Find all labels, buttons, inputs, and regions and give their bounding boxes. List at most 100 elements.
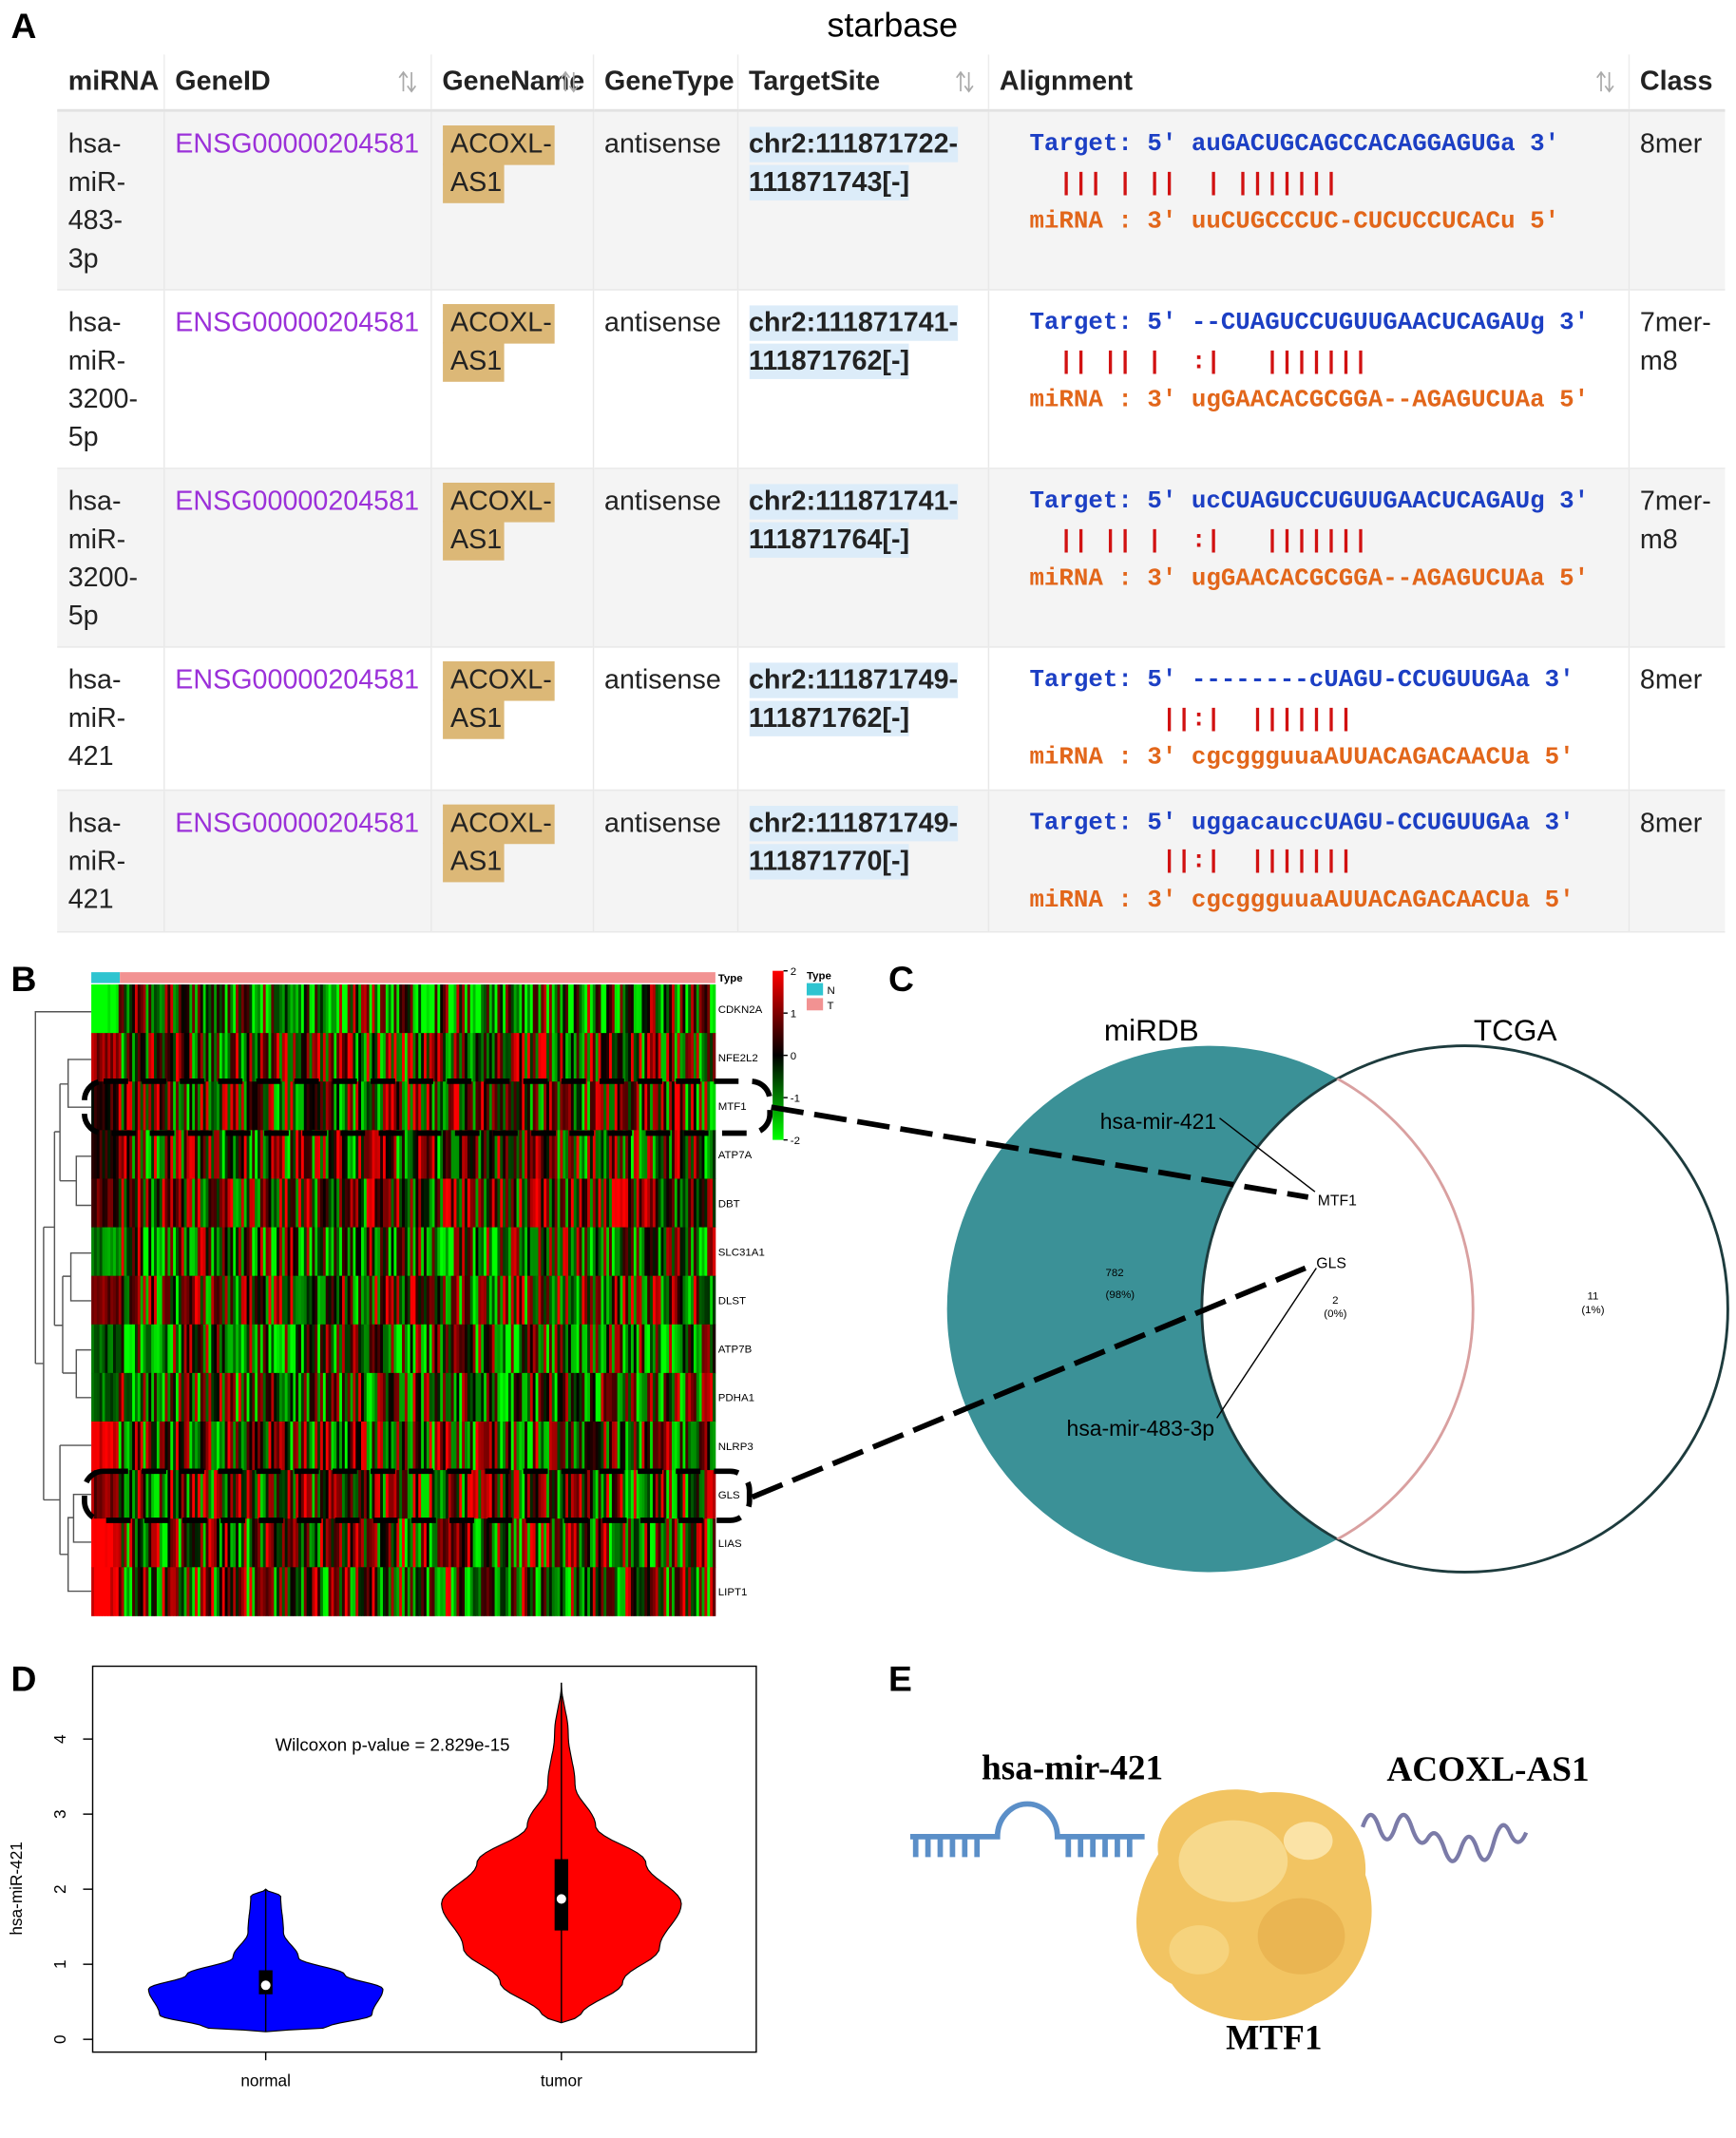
heatmap-cell	[309, 1372, 313, 1422]
heatmap-cell	[385, 984, 390, 1034]
heatmap-cell	[674, 1324, 678, 1374]
heatmap-cell	[393, 1421, 397, 1471]
heatmap-cell	[431, 1130, 435, 1179]
heatmap-cell	[322, 984, 327, 1034]
heatmap-cell	[655, 1033, 659, 1082]
heatmap-cell	[440, 1275, 444, 1326]
heatmap-cell	[503, 1567, 506, 1616]
heatmap-cell	[481, 1178, 485, 1228]
heatmap-cell	[134, 1178, 139, 1228]
heatmap-cell	[183, 1033, 187, 1082]
heatmap-cell	[445, 1372, 449, 1422]
heatmap-cell	[592, 1470, 597, 1519]
heatmap-cell	[230, 1178, 234, 1228]
heatmap-cell	[300, 1518, 305, 1568]
heatmap-cell	[227, 1130, 231, 1179]
heatmap-cell	[620, 1372, 623, 1422]
heatmap-cell	[453, 1130, 457, 1179]
heatmap-cell	[309, 1275, 313, 1326]
heatmap-cell	[462, 1567, 466, 1616]
heatmap-cell	[484, 1470, 487, 1519]
heatmap-cell	[219, 1518, 223, 1568]
heatmap-cell	[236, 1081, 239, 1131]
heatmap-cell	[429, 1275, 433, 1326]
heatmap-cell	[448, 1518, 452, 1568]
heatmap-cell	[682, 1033, 686, 1082]
heatmap-cell	[404, 1518, 409, 1568]
heatmap-cell	[701, 1324, 705, 1374]
heatmap-cell	[484, 1421, 487, 1471]
heatmap-cell	[688, 1518, 692, 1568]
heatmap-cell	[551, 1227, 556, 1277]
heatmap-cell	[614, 1421, 619, 1471]
heatmap-cell	[535, 1227, 539, 1277]
heatmap-cell	[107, 1421, 111, 1471]
heatmap-cell	[488, 1033, 493, 1082]
heatmap-cell	[611, 1421, 616, 1471]
heatmap-cell	[240, 1033, 245, 1082]
heatmap-cell	[143, 1227, 146, 1277]
heatmap-cell	[126, 1130, 130, 1179]
heatmap-cell	[151, 1518, 155, 1568]
heatmap-cell	[262, 1470, 267, 1519]
heatmap-cell	[113, 1033, 117, 1082]
heatmap-cell	[497, 1227, 501, 1277]
heatmap-cell	[366, 984, 371, 1034]
heatmap-cell	[448, 1470, 452, 1519]
heatmap-cell	[91, 1324, 95, 1374]
heatmap-cell	[227, 1227, 231, 1277]
heatmap-cell	[636, 1567, 640, 1616]
heatmap-cell	[532, 1470, 537, 1519]
heatmap-cell	[361, 984, 365, 1034]
heatmap-cell	[265, 984, 269, 1034]
heatmap-cell	[407, 1033, 411, 1082]
heatmap-cell	[211, 1178, 215, 1228]
heatmap-cell	[402, 1421, 406, 1471]
heatmap-cell	[698, 1178, 702, 1228]
heatmap-cell	[391, 1178, 394, 1228]
heatmap-cell	[410, 1275, 413, 1326]
heatmap-cell	[252, 1227, 256, 1277]
target-site: chr2:111871749-111871762[-]	[749, 662, 959, 736]
heatmap-cell	[707, 1470, 711, 1519]
heatmap-cell	[145, 1275, 149, 1326]
heatmap-cell	[137, 1421, 142, 1471]
heatmap-cell	[513, 1567, 517, 1616]
heatmap-cell	[644, 1567, 648, 1616]
heatmap-cell	[118, 984, 123, 1034]
heatmap-cell	[380, 1081, 384, 1131]
heatmap-cell	[236, 1033, 239, 1082]
heatmap-cell	[170, 1227, 174, 1277]
heatmap-cell	[189, 1518, 193, 1568]
heatmap-cell	[481, 1518, 485, 1568]
heatmap-cell	[710, 1470, 714, 1519]
heatmap-cell	[300, 1275, 305, 1326]
heatmap-cell	[298, 1421, 302, 1471]
heatmap-cell	[255, 1081, 258, 1131]
heatmap-cell	[341, 1518, 346, 1568]
heatmap-cell	[200, 1081, 204, 1131]
heatmap-cell	[636, 1227, 640, 1277]
heatmap-cell	[685, 1275, 689, 1326]
heatmap-cell	[453, 1567, 457, 1616]
heatmap-cell	[611, 1324, 616, 1374]
heatmap-cell	[696, 1518, 700, 1568]
heatmap-cell	[620, 1081, 623, 1131]
heatmap-cell	[491, 1130, 495, 1179]
heatmap-cell	[544, 1518, 547, 1568]
heatmap-cell	[271, 1470, 275, 1519]
heatmap-cell	[592, 1421, 597, 1471]
heatmap-cell	[497, 1275, 501, 1326]
heatmap-cell	[399, 1081, 403, 1131]
cell: antisense	[592, 110, 737, 291]
heatmap-cell	[331, 1227, 334, 1277]
heatmap-cell	[503, 1227, 506, 1277]
heatmap-cell	[353, 1567, 356, 1616]
cell: ENSG00000204581	[162, 789, 431, 933]
heatmap-cell	[650, 1421, 654, 1471]
heatmap-cell	[259, 1130, 264, 1179]
heatmap-cell	[710, 1372, 714, 1422]
heatmap-cell	[628, 1421, 632, 1471]
heatmap-cell	[513, 1372, 517, 1422]
heatmap-cell	[426, 1518, 430, 1568]
